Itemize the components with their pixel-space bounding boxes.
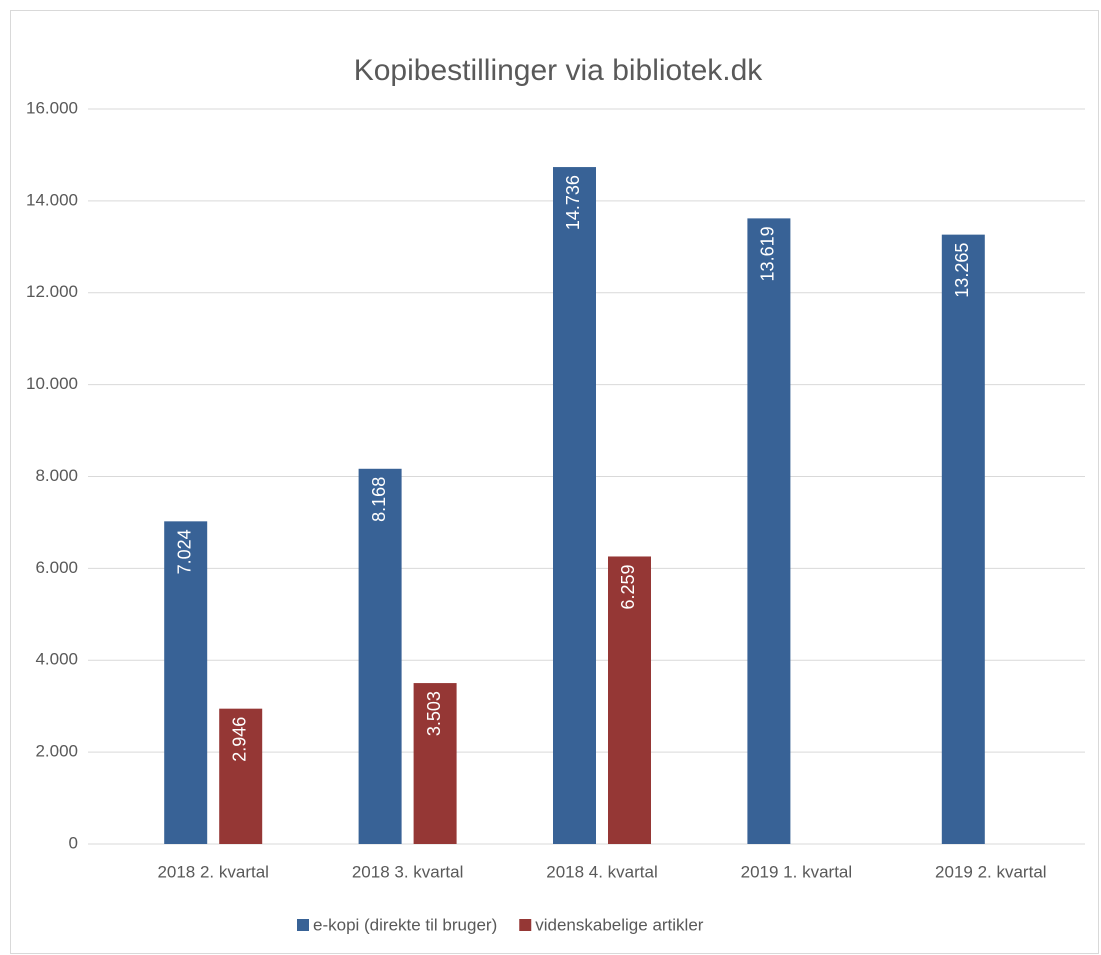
data-label: 14.736 bbox=[563, 175, 583, 230]
y-tick-label: 16.000 bbox=[26, 98, 78, 117]
bar bbox=[219, 708, 263, 844]
data-label: 13.619 bbox=[758, 226, 778, 281]
x-tick-label: 2019 2. kvartal bbox=[935, 862, 1047, 881]
y-tick-label: 14.000 bbox=[26, 190, 78, 209]
bar bbox=[553, 167, 596, 844]
bar bbox=[358, 468, 402, 844]
data-label: 2.946 bbox=[229, 717, 249, 762]
bar bbox=[941, 234, 985, 845]
y-tick-label: 4.000 bbox=[35, 650, 78, 669]
data-label: 7.024 bbox=[174, 529, 194, 574]
x-tick-label: 2018 2. kvartal bbox=[157, 862, 269, 881]
legend-label: videnskabelige artikler bbox=[535, 915, 704, 934]
bar bbox=[413, 683, 457, 844]
data-label: 6.259 bbox=[618, 564, 638, 609]
y-tick-label: 2.000 bbox=[35, 742, 78, 761]
y-tick-label: 10.000 bbox=[26, 374, 78, 393]
x-tick-label: 2019 1. kvartal bbox=[741, 862, 853, 881]
data-label: 3.503 bbox=[424, 691, 444, 736]
data-label: 8.168 bbox=[369, 477, 389, 522]
legend-label: e-kopi (direkte til bruger) bbox=[313, 915, 497, 934]
legend-swatch bbox=[519, 919, 532, 931]
x-tick-label: 2018 3. kvartal bbox=[352, 862, 464, 881]
x-tick-label: 2018 4. kvartal bbox=[546, 862, 658, 881]
data-label: 13.265 bbox=[952, 243, 972, 298]
bar bbox=[747, 218, 791, 844]
legend-swatch bbox=[297, 919, 309, 931]
bar bbox=[164, 521, 208, 844]
chart-title: Kopibestillinger via bibliotek.dk bbox=[354, 54, 764, 87]
y-tick-label: 0 bbox=[69, 833, 78, 852]
bar bbox=[608, 556, 651, 844]
y-tick-label: 6.000 bbox=[35, 558, 78, 577]
y-tick-label: 8.000 bbox=[35, 466, 78, 485]
y-tick-label: 12.000 bbox=[26, 282, 78, 301]
